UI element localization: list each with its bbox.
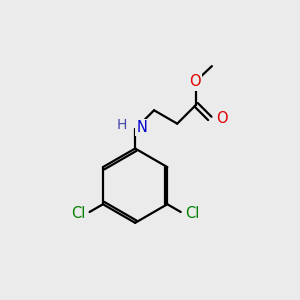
Text: N: N [136,120,148,135]
Text: Cl: Cl [71,206,85,221]
Text: H: H [116,118,127,132]
Text: Cl: Cl [185,206,200,221]
Text: O: O [189,74,200,89]
Text: O: O [216,111,228,126]
